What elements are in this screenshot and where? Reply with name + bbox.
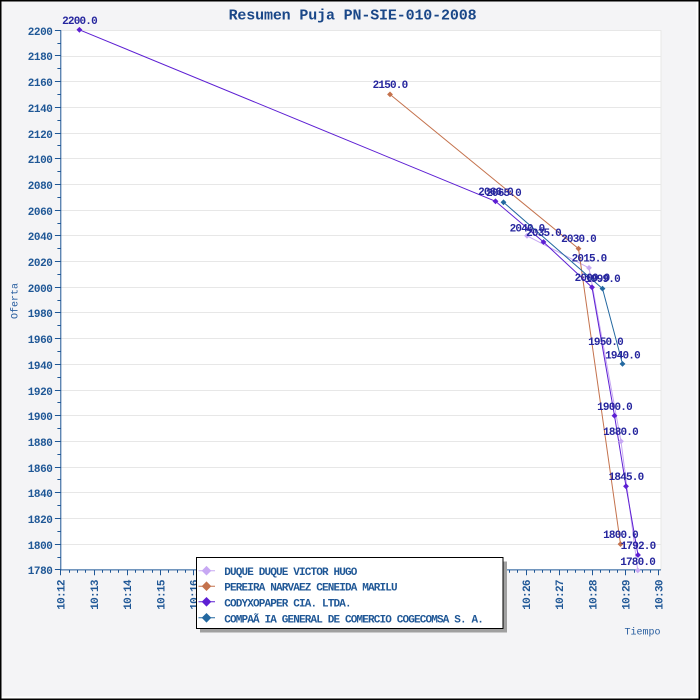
svg-text:10:13: 10:13 — [90, 579, 102, 610]
svg-text:10:30: 10:30 — [655, 580, 667, 610]
svg-text:10:29: 10:29 — [622, 580, 634, 610]
svg-text:10:26: 10:26 — [522, 580, 534, 610]
svg-text:2040: 2040 — [28, 232, 53, 244]
svg-text:2200: 2200 — [28, 27, 53, 39]
svg-text:1940.0: 1940.0 — [605, 350, 640, 362]
svg-text:2100: 2100 — [28, 155, 53, 167]
svg-text:1780: 1780 — [28, 566, 53, 578]
svg-text:Resumen Puja PN-SIE-010-2008: Resumen Puja PN-SIE-010-2008 — [229, 8, 477, 25]
svg-text:1800: 1800 — [28, 541, 53, 553]
svg-text:2065.0: 2065.0 — [486, 188, 521, 200]
svg-text:DUQUE DUQUE VICTOR HUGO: DUQUE DUQUE VICTOR HUGO — [224, 567, 358, 579]
svg-text:2120: 2120 — [28, 130, 53, 142]
svg-text:1940: 1940 — [28, 361, 53, 373]
svg-text:1780.0: 1780.0 — [620, 557, 655, 569]
svg-text:10:14: 10:14 — [123, 579, 135, 610]
svg-text:1845.0: 1845.0 — [609, 472, 644, 484]
svg-text:1820: 1820 — [28, 515, 53, 527]
svg-text:Tiempo: Tiempo — [624, 627, 660, 639]
svg-text:CODYXOPAPER CIA. LTDA.: CODYXOPAPER CIA. LTDA. — [224, 598, 351, 610]
svg-text:1999.0: 1999.0 — [585, 274, 620, 286]
svg-text:2060: 2060 — [28, 207, 53, 219]
svg-text:PEREIRA NARVAEZ CENEIDA MARILU: PEREIRA NARVAEZ CENEIDA MARILU — [224, 583, 397, 595]
svg-text:10:27: 10:27 — [555, 580, 567, 610]
svg-text:2000: 2000 — [28, 284, 53, 296]
svg-text:1980: 1980 — [28, 309, 53, 321]
svg-text:1880: 1880 — [28, 438, 53, 450]
svg-text:2035.0: 2035.0 — [526, 228, 561, 240]
svg-text:1960: 1960 — [28, 335, 53, 347]
svg-text:2180: 2180 — [28, 52, 53, 64]
svg-text:1900: 1900 — [28, 412, 53, 424]
svg-text:2015.0: 2015.0 — [572, 254, 607, 266]
svg-text:2150.0: 2150.0 — [373, 80, 408, 92]
svg-text:COMPAÃ IA GENERAL DE COMERCIO: COMPAÃ IA GENERAL DE COMERCIO COGECOMSA … — [224, 612, 483, 626]
svg-text:1840: 1840 — [28, 489, 53, 501]
svg-text:10:15: 10:15 — [156, 579, 168, 610]
svg-text:10:12: 10:12 — [57, 580, 69, 610]
svg-text:2000.0: 2000.0 — [575, 273, 610, 285]
svg-text:2140: 2140 — [28, 104, 53, 116]
svg-text:2160: 2160 — [28, 78, 53, 90]
svg-text:1800.0: 1800.0 — [603, 530, 638, 542]
svg-text:1860: 1860 — [28, 464, 53, 476]
svg-text:2020: 2020 — [28, 258, 53, 270]
svg-text:2080: 2080 — [28, 181, 53, 193]
svg-text:10:28: 10:28 — [588, 579, 600, 610]
svg-text:1880.0: 1880.0 — [603, 427, 638, 439]
svg-text:2040.0: 2040.0 — [510, 224, 545, 236]
svg-text:1792.0: 1792.0 — [621, 541, 656, 553]
svg-text:1920: 1920 — [28, 387, 53, 399]
svg-text:2200.0: 2200.0 — [62, 16, 97, 28]
svg-text:2030.0: 2030.0 — [561, 234, 596, 246]
svg-text:Oferta: Oferta — [10, 283, 22, 319]
svg-text:2066.0: 2066.0 — [478, 187, 513, 199]
svg-text:1900.0: 1900.0 — [597, 402, 632, 414]
svg-text:1950.0: 1950.0 — [588, 337, 623, 349]
